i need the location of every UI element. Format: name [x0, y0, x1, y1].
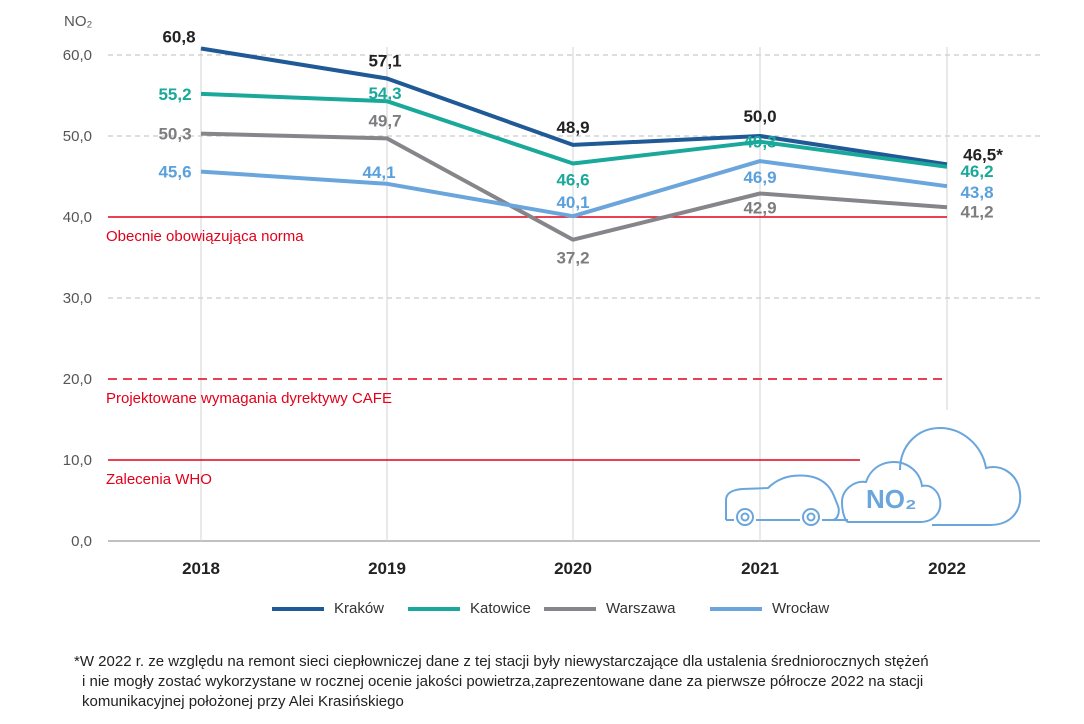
car-wheel-icon	[740, 512, 750, 522]
legend-swatch	[272, 606, 324, 611]
y-axis: 0,0 10,0 20,0 30,0 40,0 50,0 60,0	[63, 47, 92, 550]
x-tick-label: 2020	[554, 559, 592, 578]
legend-item: Katowice	[408, 600, 531, 617]
data-label: 60,8	[162, 28, 195, 47]
y-tick-label: 50,0	[63, 128, 92, 145]
legend-label: Wrocław	[772, 600, 830, 617]
small-cloud-icon	[840, 460, 942, 523]
data-label: 46,6	[556, 171, 589, 190]
legend-label: Katowice	[470, 600, 531, 617]
data-label: 50,3	[158, 125, 191, 144]
x-tick-label: 2022	[928, 559, 966, 578]
legend-item: Wrocław	[710, 600, 829, 617]
data-label: 41,2	[960, 202, 993, 221]
x-tick-label: 2018	[182, 559, 220, 578]
series-lines	[200, 46, 948, 242]
series-line-warszawa	[200, 131, 948, 242]
data-label: 46,5*	[963, 145, 1003, 164]
reference-line-label: Projektowane wymagania dyrektywy CAFE	[106, 390, 392, 407]
legend-swatch	[408, 606, 460, 611]
illustration-no2-text: NO₂	[866, 484, 917, 514]
data-label: 40,1	[556, 193, 589, 212]
reference-line-label: Zalecenia WHO	[106, 471, 212, 488]
legend-label: Warszawa	[606, 600, 676, 617]
data-label: 55,2	[158, 85, 191, 104]
data-label: 37,2	[556, 249, 589, 268]
x-axis: 2018 2019 2020 2021 2022	[182, 559, 966, 578]
data-label: 48,9	[556, 118, 589, 137]
y-axis-label: NO₂	[64, 13, 93, 30]
car-wheel-icon	[806, 512, 816, 522]
data-label: 44,1	[362, 163, 395, 182]
legend-swatch	[710, 606, 762, 611]
data-label: 49,7	[368, 111, 401, 130]
reference-lines: Obecnie obowiązująca norma Projektowane w…	[106, 216, 947, 488]
reference-line-label: Obecnie obowiązująca norma	[106, 228, 304, 245]
data-labels: 60,8 57,1 48,9 50,0 46,5* 55,2 54,3 46,6 49,3 46,…	[158, 28, 1003, 268]
series-line-katowice	[200, 91, 948, 169]
y-tick-label: 20,0	[63, 371, 92, 388]
y-tick-label: 0,0	[71, 533, 92, 550]
y-tick-label: 40,0	[63, 209, 92, 226]
y-tick-label: 10,0	[63, 452, 92, 469]
series-line-wrocław	[200, 159, 948, 219]
legend-swatch	[544, 606, 596, 611]
data-label: 57,1	[368, 51, 401, 70]
legend-label: Kraków	[334, 600, 385, 617]
car-wheel-icon	[736, 508, 754, 526]
series-line-kraków	[200, 46, 948, 167]
car-icon	[725, 474, 840, 521]
footnote-line: *W 2022 r. ze względu na remont sieci ci…	[74, 653, 929, 670]
data-label: 46,2	[960, 162, 993, 181]
legend-item: Kraków	[272, 600, 384, 617]
data-label: 50,0	[743, 107, 776, 126]
data-label: 42,9	[743, 199, 776, 218]
footnote: *W 2022 r. ze względu na remont sieci ci…	[74, 652, 1064, 712]
legend-item: Warszawa	[544, 600, 675, 617]
x-tick-label: 2021	[741, 559, 779, 578]
y-tick-label: 60,0	[63, 47, 92, 64]
car-and-clouds-icon	[725, 426, 1022, 526]
car-wheel-icon	[802, 508, 820, 526]
footnote-line: komunikacyjnej położonej przy Alei Krasi…	[82, 693, 404, 710]
data-label: 43,8	[960, 183, 993, 202]
large-cloud-icon	[899, 426, 1022, 526]
data-label: 49,3	[743, 133, 776, 152]
data-label: 46,9	[743, 168, 776, 187]
data-label: 54,3	[368, 84, 401, 103]
y-tick-label: 30,0	[63, 290, 92, 307]
footnote-line: i nie mogły zostać wykorzystane w roczne…	[82, 673, 924, 690]
no2-line-chart: 0,0 10,0 20,0 30,0 40,0 50,0 60,0 NO₂ Obecnie …	[63, 13, 1040, 578]
legend: Kraków Katowice Warszawa Wrocław	[0, 600, 1084, 624]
data-label: 45,6	[158, 163, 191, 182]
x-tick-label: 2019	[368, 559, 406, 578]
